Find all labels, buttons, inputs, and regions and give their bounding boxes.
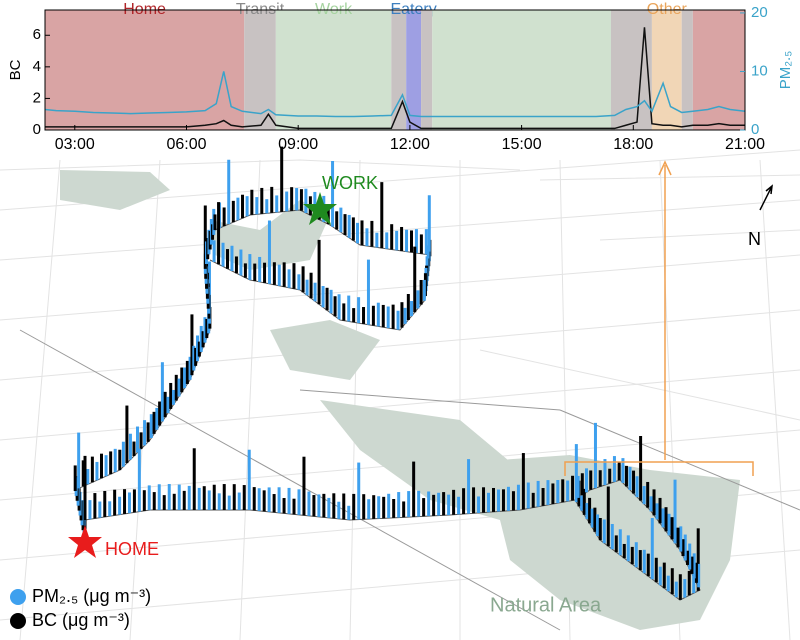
- map: WORK HOME Natural Area N PM₂.₅ (μg m⁻³) B…: [0, 146, 800, 640]
- activity-band: [275, 10, 392, 130]
- legend-label: BC (μg m⁻³): [32, 610, 130, 630]
- callout-arrow: [658, 160, 672, 176]
- y-tick-label: 4: [33, 58, 41, 75]
- x-tick-label: 03:00: [55, 136, 95, 153]
- y2-tick-label: 20: [751, 4, 768, 21]
- y-tick-label: 2: [33, 89, 41, 106]
- legend-swatch: [10, 589, 26, 605]
- x-tick-label: 09:00: [278, 136, 318, 153]
- home-star: [68, 525, 102, 558]
- activity-band: [610, 10, 652, 130]
- x-tick-label: 15:00: [502, 136, 542, 153]
- activity-band: [432, 10, 611, 130]
- activity-band: [651, 10, 682, 130]
- x-tick-label: 21:00: [725, 136, 765, 153]
- home-label: HOME: [105, 539, 159, 559]
- work-label: WORK: [322, 173, 378, 193]
- natural-area-label: Natural Area: [490, 594, 602, 616]
- activity-band: [692, 10, 745, 130]
- map-frame: [19, 329, 800, 631]
- series-line: [44, 71, 746, 118]
- activity-band: [244, 10, 276, 130]
- y-tick-label: 0: [33, 121, 41, 138]
- activity-band: [681, 10, 693, 130]
- time-series-chart: Home Transit Work Eatery Other02460102003:00…: [7, 1, 794, 153]
- work-star: [303, 192, 337, 225]
- y2-axis-label: PM₂.₅: [777, 51, 794, 90]
- route-bars: [73, 146, 701, 600]
- y2-tick-label: 10: [751, 62, 768, 79]
- activity-band: [421, 10, 433, 130]
- legend-swatch: [10, 613, 26, 629]
- y-axis-label: BC: [7, 59, 24, 80]
- y-tick-label: 6: [33, 26, 41, 43]
- y2-tick-label: 0: [751, 121, 759, 138]
- activity-band: [45, 10, 245, 130]
- x-tick-label: 18:00: [613, 136, 653, 153]
- map-legend: PM₂.₅ (μg m⁻³) BC (μg m⁻³): [10, 586, 151, 630]
- north-label: N: [748, 229, 761, 249]
- legend-label: PM₂.₅ (μg m⁻³): [32, 586, 151, 606]
- north-arrow: [759, 184, 773, 211]
- callout-bracket: [564, 165, 754, 476]
- x-tick-label: 12:00: [390, 136, 430, 153]
- x-tick-label: 06:00: [166, 136, 206, 153]
- plot-frame: [44, 9, 746, 131]
- activity-band: [406, 10, 422, 130]
